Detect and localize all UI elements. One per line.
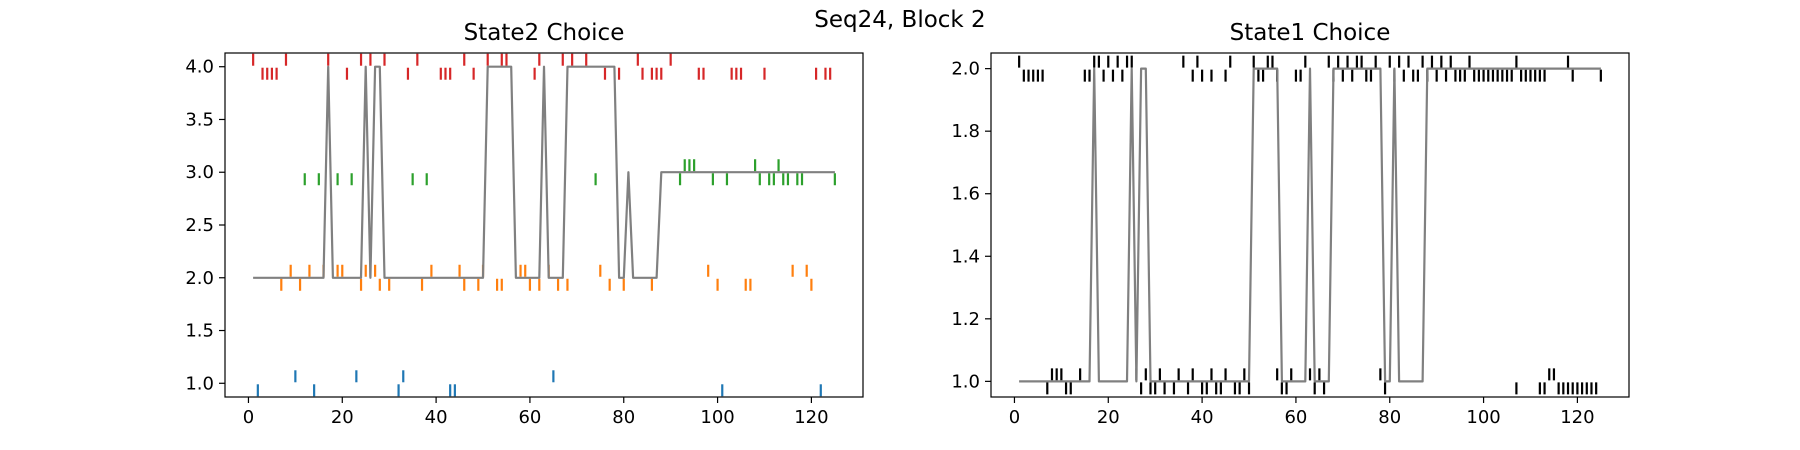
state2-x-tick-label: 120 [794, 407, 828, 428]
state1-y-tick-label: 1.0 [951, 371, 980, 392]
state1-choice-title: State1 Choice [1230, 20, 1391, 46]
state2-choice-title: State2 Choice [464, 20, 625, 46]
state1-y-tick-label: 1.8 [951, 121, 980, 142]
state2-x-tick-label: 0 [243, 407, 254, 428]
state1-y-tick-label: 1.2 [951, 309, 980, 330]
state1-choice-panel: State1 Choice 0 20 40 60 80 100 120 1.0 1.2 1.4 1.… [951, 20, 1630, 428]
state2-x-tick-label: 40 [425, 407, 448, 428]
state2-y-tick-label: 4.0 [185, 57, 214, 78]
state2-y-tick-label: 3.0 [185, 162, 214, 183]
state2-axes: 0 20 40 60 80 100 120 1.0 1.5 2.0 2.5 3.0 3.5 4.0 [185, 52, 864, 428]
figure-suptitle: Seq24, Block 2 [814, 7, 985, 33]
state1-x-tick-label: 0 [1009, 407, 1020, 428]
state1-choice-line [1019, 67, 1601, 383]
state1-y-tick-label: 1.6 [951, 184, 980, 205]
state2-x-tick-label: 100 [700, 407, 734, 428]
state2-y-tick-label: 2.5 [185, 215, 214, 236]
state1-x-tick-label: 20 [1097, 407, 1120, 428]
state1-marks [1018, 55, 1602, 395]
state2-choice-panel: State2 Choice 0 20 40 60 80 100 120 1.0 1.5 2.0 2.… [185, 20, 864, 428]
state1-x-tick-label: 40 [1191, 407, 1214, 428]
state1-x-tick-label: 100 [1466, 407, 1500, 428]
state2-x-tick-label: 20 [331, 407, 354, 428]
state2-marks [252, 53, 836, 397]
state1-x-tick-label: 80 [1378, 407, 1401, 428]
state1-axes: 0 20 40 60 80 100 120 1.0 1.2 1.4 1.6 1.8 2.0 [951, 52, 1630, 428]
state1-y-tick-label: 2.0 [951, 59, 980, 80]
state1-x-tick-label: 60 [1284, 407, 1307, 428]
state2-y-tick-label: 2.0 [185, 268, 214, 289]
state2-y-tick-label: 3.5 [185, 109, 214, 130]
state2-x-tick-label: 60 [518, 407, 541, 428]
state2-x-tick-label: 80 [612, 407, 635, 428]
state1-x-tick-label: 120 [1560, 407, 1594, 428]
state1-y-tick-label: 1.4 [951, 246, 980, 267]
state1-axes-frame [990, 52, 1630, 398]
state2-choice-line [253, 65, 835, 279]
state2-y-tick-label: 1.0 [185, 373, 214, 394]
state2-y-tick-label: 1.5 [185, 321, 214, 342]
